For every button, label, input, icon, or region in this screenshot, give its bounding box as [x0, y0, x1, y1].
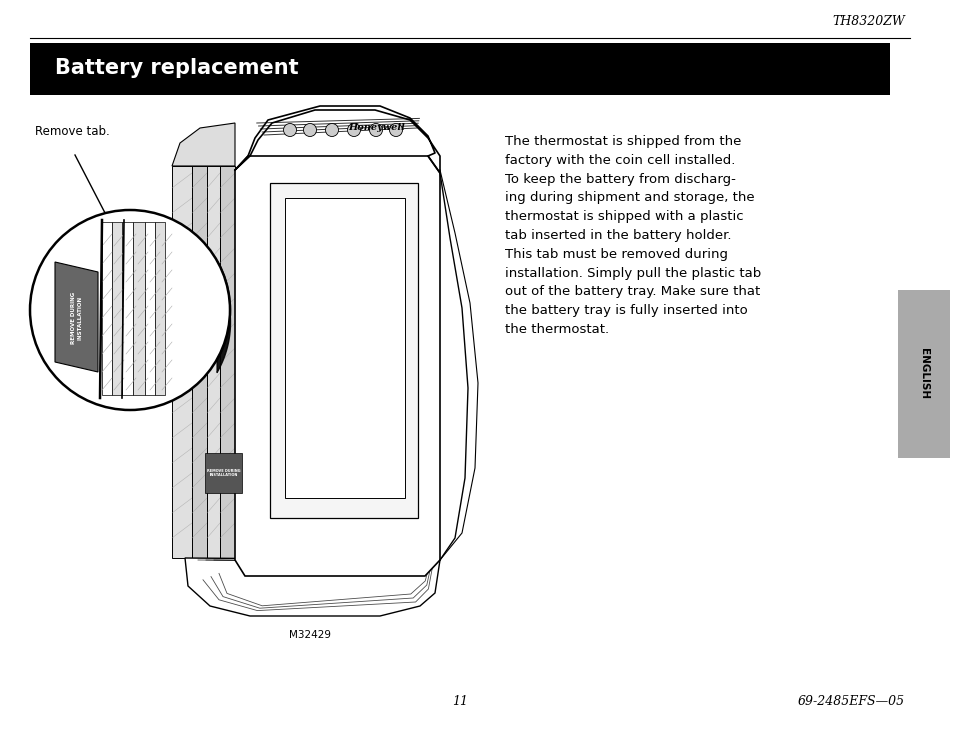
Text: ENGLISH: ENGLISH — [918, 348, 928, 399]
Polygon shape — [205, 453, 242, 493]
Text: 11: 11 — [452, 695, 468, 708]
Polygon shape — [192, 166, 207, 558]
Polygon shape — [234, 156, 439, 576]
Polygon shape — [132, 222, 145, 395]
Polygon shape — [207, 166, 220, 558]
Circle shape — [283, 123, 296, 137]
FancyBboxPatch shape — [897, 290, 949, 458]
Text: 69-2485EFS—05: 69-2485EFS—05 — [797, 695, 904, 708]
Polygon shape — [112, 222, 122, 395]
Circle shape — [30, 210, 230, 410]
Circle shape — [369, 123, 382, 137]
Polygon shape — [145, 222, 154, 395]
Polygon shape — [220, 166, 234, 558]
Polygon shape — [270, 183, 417, 518]
Polygon shape — [172, 123, 234, 166]
Text: TH8320ZW: TH8320ZW — [831, 15, 904, 28]
Text: REMOVE DURING
INSTALLATION: REMOVE DURING INSTALLATION — [71, 292, 82, 344]
Text: Battery replacement: Battery replacement — [55, 58, 298, 78]
Polygon shape — [122, 222, 132, 395]
FancyBboxPatch shape — [30, 43, 889, 95]
Text: M32429: M32429 — [289, 630, 331, 640]
Polygon shape — [55, 262, 98, 372]
Text: The thermostat is shipped from the
factory with the coin cell installed.
To keep: The thermostat is shipped from the facto… — [504, 135, 760, 336]
Text: Remove tab.: Remove tab. — [35, 125, 110, 138]
Circle shape — [303, 123, 316, 137]
Circle shape — [389, 123, 402, 137]
Polygon shape — [185, 558, 439, 616]
Circle shape — [325, 123, 338, 137]
Polygon shape — [102, 222, 112, 395]
Polygon shape — [172, 166, 192, 558]
Polygon shape — [285, 198, 405, 498]
Polygon shape — [154, 222, 165, 395]
Text: REMOVE DURING
INSTALLATION: REMOVE DURING INSTALLATION — [207, 469, 240, 477]
Circle shape — [347, 123, 360, 137]
Text: Honeywell: Honeywell — [348, 123, 405, 133]
